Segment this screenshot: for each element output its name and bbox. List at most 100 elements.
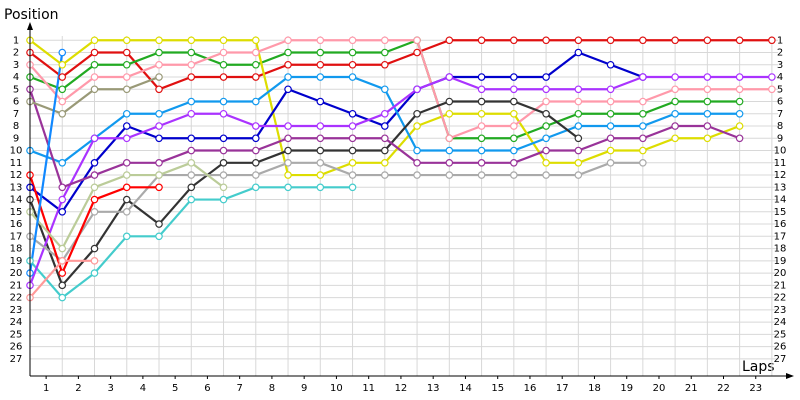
lap-point (155, 220, 163, 228)
lap-point (574, 146, 583, 155)
lap-point (58, 183, 67, 192)
y-tick-label-right: 4 (777, 72, 783, 83)
lap-point (58, 208, 67, 216)
lap-point (58, 109, 67, 118)
y-tick-label-right: 23 (774, 305, 787, 316)
lap-point (445, 134, 454, 143)
lap-point (316, 60, 325, 69)
x-tick-label: 11 (362, 383, 375, 394)
lap-point (284, 134, 292, 143)
lap-point (574, 134, 583, 143)
lap-point (122, 109, 131, 118)
lap-point (122, 208, 131, 216)
lap-point (284, 122, 292, 130)
lap-point (445, 97, 454, 106)
lap-point (219, 171, 228, 179)
y-tick-label-right: 13 (774, 182, 787, 193)
x-tick-label: 19 (620, 383, 633, 394)
lap-point (316, 97, 325, 106)
lap-point (284, 85, 292, 94)
lap-point (413, 171, 421, 179)
y-tick-label: 3 (13, 60, 19, 71)
lap-point (316, 48, 325, 57)
lap-point (348, 146, 357, 155)
y-tick-label-right: 9 (777, 133, 783, 144)
lap-point (735, 109, 744, 118)
lap-point (90, 269, 99, 277)
lap-point (58, 158, 67, 167)
y-tick-label-right: 15 (774, 207, 787, 218)
lap-point (219, 73, 228, 81)
lap-point (122, 183, 131, 192)
lap-point (768, 36, 776, 45)
x-axis-label: Laps (742, 359, 775, 375)
lap-point (606, 122, 615, 130)
lap-point (639, 73, 647, 81)
lap-point (606, 36, 615, 45)
lap-point (574, 171, 583, 179)
lap-point (510, 146, 518, 155)
lap-point (122, 122, 131, 130)
lap-point (639, 122, 647, 130)
x-tick-label: 13 (427, 383, 440, 394)
lap-point (477, 158, 486, 167)
lap-point (671, 97, 679, 106)
lap-point (251, 183, 260, 192)
x-tick-label: 12 (395, 383, 408, 394)
lap-point (187, 171, 196, 179)
lap-point (187, 183, 196, 192)
lap-point (574, 36, 583, 45)
series-line (28, 52, 64, 274)
lap-point (90, 85, 99, 94)
lap-point (348, 171, 357, 179)
y-tick-label-right: 10 (774, 146, 787, 157)
lap-point (316, 36, 325, 45)
x-tick-label: 3 (107, 383, 113, 394)
x-tick-label: 21 (685, 383, 698, 394)
y-tick-label-right: 1 (777, 35, 783, 46)
lap-point (90, 171, 99, 179)
lap-point (574, 109, 583, 118)
lap-point (122, 134, 131, 143)
lap-point (735, 97, 744, 106)
lap-point (542, 122, 550, 130)
lap-point (574, 85, 583, 94)
y-tick-label-right: 14 (774, 195, 787, 206)
lap-point (155, 158, 163, 167)
lap-point (122, 158, 131, 167)
lap-point (671, 36, 679, 45)
lap-point (381, 48, 389, 57)
lap-point (510, 73, 518, 81)
y-tick-label: 12 (10, 170, 23, 181)
lap-point (219, 36, 228, 45)
lap-point (90, 48, 99, 57)
lap-point (542, 97, 550, 106)
lap-point (187, 48, 196, 57)
y-tick-label: 24 (10, 317, 23, 328)
lap-point (510, 97, 518, 106)
lap-point (671, 109, 679, 118)
y-tick-label-right: 24 (774, 317, 787, 328)
lap-point (703, 73, 712, 81)
lap-point (155, 122, 163, 130)
x-tick-label: 15 (491, 383, 504, 394)
y-tick-label-right: 7 (777, 109, 783, 120)
lap-point (542, 36, 550, 45)
y-tick-label: 23 (10, 305, 23, 316)
lap-point (381, 109, 389, 118)
lap-point (703, 97, 712, 106)
lap-point (316, 158, 325, 167)
lap-point (219, 60, 228, 69)
y-tick-label: 4 (13, 72, 19, 83)
y-tick-label: 15 (10, 207, 23, 218)
lap-point (671, 85, 679, 94)
lap-point (542, 158, 550, 167)
lap-point (251, 36, 260, 45)
lap-point (155, 134, 163, 143)
lap-point (58, 48, 67, 57)
series-line (29, 39, 772, 91)
lap-point (510, 36, 518, 45)
x-arrow (786, 373, 794, 379)
y-tick-label: 8 (13, 121, 19, 132)
y-tick-label: 27 (10, 354, 23, 365)
